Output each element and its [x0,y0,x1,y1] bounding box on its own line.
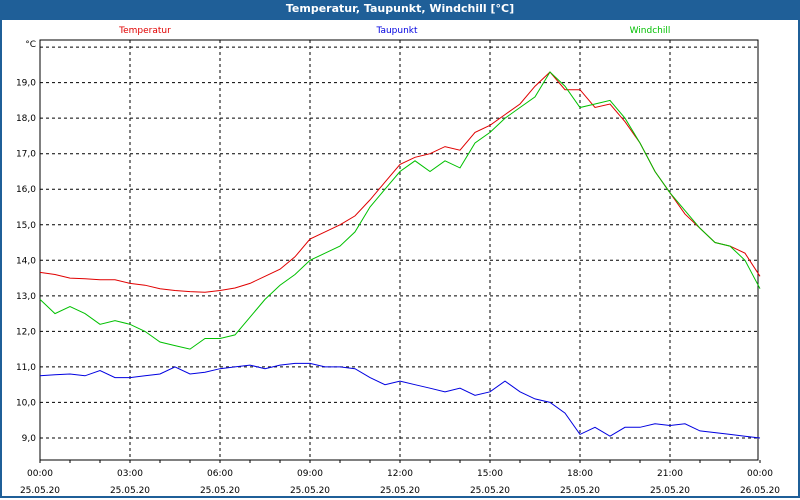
x-tick-time: 15:00 [477,469,503,479]
window-title: Temperatur, Taupunkt, Windchill [°C] [0,0,800,20]
x-tick-date: 25.05.20 [290,486,330,496]
series-line-taupunkt [39,362,761,439]
x-tick-date: 25.05.20 [200,486,240,496]
y-tick-label: 17,0 [16,150,36,160]
x-tick-time: 03:00 [117,469,143,479]
x-tick-date: 25.05.20 [20,486,60,496]
legend-temperatur: Temperatur [118,26,171,36]
x-tick-time: 09:00 [297,469,323,479]
y-tick-label: 19,0 [16,79,36,89]
x-tick-time: 00:00 [747,469,773,479]
y-tick-label: 13,0 [16,292,36,302]
y-axis-unit: °C [25,40,36,50]
legend-windchill: Windchill [630,26,671,36]
x-tick-time: 12:00 [387,469,413,479]
x-tick-date: 25.05.20 [470,486,510,496]
x-tick-time: 06:00 [207,469,233,479]
plot-frame [39,39,759,461]
x-tick-date: 25.05.20 [560,486,600,496]
x-tick-date: 25.05.20 [650,486,690,496]
series-line-windchill [39,71,761,350]
y-tick-label: 12,0 [16,327,36,337]
series-line-temperatur [39,71,761,293]
x-tick-date: 25.05.20 [380,486,420,496]
x-tick-date: 25.05.20 [110,486,150,496]
x-tick-date: 26.05.20 [740,486,780,496]
y-tick-label: 14,0 [16,256,36,266]
y-tick-label: 10,0 [16,398,36,408]
y-tick-label: 16,0 [16,185,36,195]
y-tick-label: 11,0 [16,363,36,373]
x-tick-time: 21:00 [657,469,683,479]
y-tick-label: 15,0 [16,221,36,231]
y-tick-label: 18,0 [16,114,36,124]
x-tick-time: 00:00 [27,469,53,479]
legend-taupunkt: Taupunkt [375,26,418,36]
y-tick-label: 9,0 [22,434,37,444]
x-tick-time: 18:00 [567,469,593,479]
